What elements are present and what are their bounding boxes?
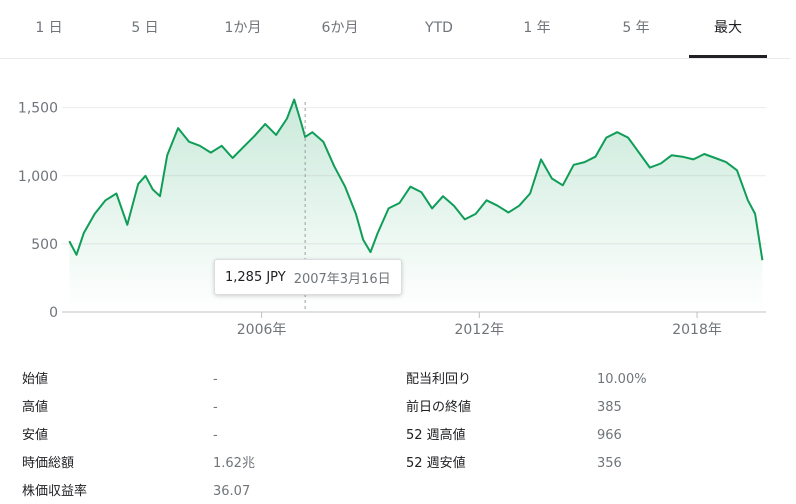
y-tick-label: 1,000 (18, 169, 58, 185)
stat-label: 配当利回り (406, 372, 472, 387)
range-tabs: 1 日 5 日 1か月 6か月 YTD 1 年 5 年 最大 (0, 0, 790, 59)
stat-value: 966 (597, 428, 622, 443)
tab-max[interactable]: 最大 (689, 0, 767, 58)
tab-ytd[interactable]: YTD (425, 20, 453, 36)
tab-1-day[interactable]: 1 日 (35, 20, 63, 36)
y-tick-label: 1,500 (18, 101, 58, 117)
price-chart-svg: 0 500 1,000 1,500 2006年 2012年 2018年 (18, 98, 766, 338)
stat-value: 36.07 (213, 484, 251, 499)
price-line (68, 98, 764, 261)
y-tick-label: 0 (49, 305, 58, 321)
price-tooltip: 1,285 JPY 2007年3月16日 (214, 259, 402, 295)
price-area (69, 99, 763, 312)
y-axis-labels: 0 500 1,000 1,500 (18, 101, 58, 321)
tooltip-price: 1,285 JPY (225, 269, 286, 285)
stat-label: 52 週高値 (406, 428, 466, 443)
tab-1-month[interactable]: 1か月 (224, 20, 262, 36)
stat-value: 1.62兆 (213, 456, 255, 471)
tab-6-months[interactable]: 6か月 (321, 20, 359, 36)
stat-value: 385 (597, 400, 622, 415)
y-tick-label: 500 (31, 237, 58, 253)
tooltip-date: 2007年3月16日 (293, 271, 391, 287)
tab-1-year[interactable]: 1 年 (523, 20, 551, 36)
tab-5-days[interactable]: 5 日 (131, 20, 159, 36)
stat-label: 高値 (22, 400, 49, 415)
stat-value: - (213, 372, 218, 387)
x-tick-label: 2006年 (237, 322, 287, 338)
stat-value: 356 (597, 456, 622, 471)
tab-5-years[interactable]: 5 年 (622, 20, 650, 36)
x-tick-label: 2018年 (672, 322, 722, 338)
stat-label: 安値 (22, 428, 49, 443)
stat-label: 株価収益率 (22, 484, 88, 499)
x-tick-label: 2012年 (454, 322, 504, 338)
price-chart[interactable]: 0 500 1,000 1,500 2006年 2012年 2018年 (0, 58, 796, 358)
stat-label: 始値 (22, 372, 49, 387)
stat-label: 前日の終値 (406, 400, 472, 415)
stat-value: - (213, 400, 218, 415)
x-axis: 2006年 2012年 2018年 (237, 312, 722, 338)
stat-label: 時価総額 (22, 456, 75, 471)
stat-value: - (213, 428, 218, 443)
stat-label: 52 週安値 (406, 456, 466, 471)
stat-value: 10.00% (597, 372, 647, 387)
